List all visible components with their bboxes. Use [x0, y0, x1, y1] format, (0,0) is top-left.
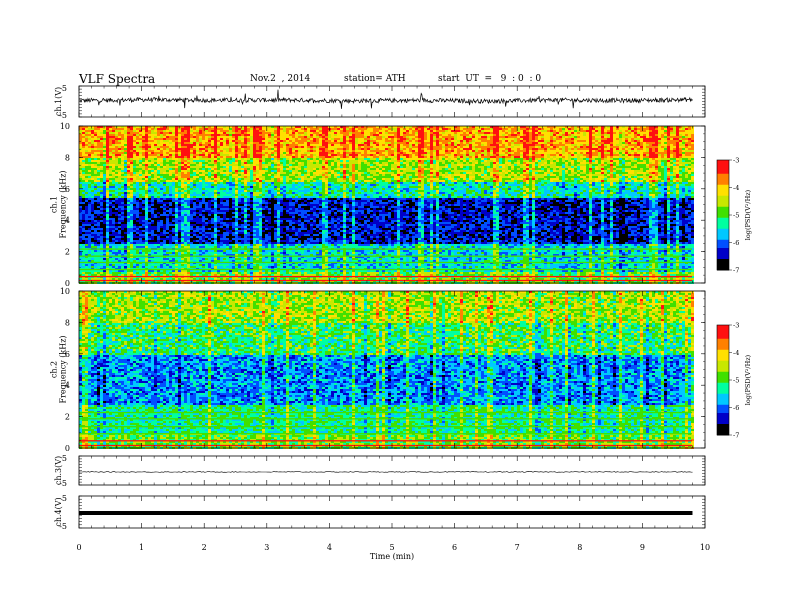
colorbar-label-text: log(PSD(V²/Hz)	[744, 189, 752, 240]
colorbar-label: log(PSD(V²/Hz)	[744, 354, 752, 405]
y-tick-label: 2	[65, 248, 70, 257]
colorbar-tick-label: -4	[733, 349, 739, 357]
colorbar-label: log(PSD(V²/Hz)	[744, 189, 752, 240]
colorbar-tick-label: -7	[733, 432, 739, 440]
y-tick-label: 0	[65, 444, 70, 453]
narrowband-line	[79, 445, 692, 446]
colorbar-tick-label: -4	[733, 184, 739, 192]
narrowband-line	[79, 262, 692, 263]
narrowband-line	[79, 248, 692, 249]
x-tick-label: 6	[452, 543, 457, 552]
y-tick-label: 10	[60, 287, 70, 296]
ch3-waveform	[79, 472, 693, 473]
vlf-figure: ch.1(V)5-51086420ch.1 Frequency (kHz)-3-4…	[0, 0, 792, 612]
y-tick-label: 2	[65, 413, 70, 422]
y-tick-label: -5	[59, 522, 67, 531]
colorbar-tick-label: -5	[733, 212, 739, 220]
x-tick-label: 10	[700, 543, 710, 552]
colorbar-label-text: log(PSD(V²/Hz)	[744, 354, 752, 405]
narrowband-line	[79, 440, 692, 441]
y-tick-label: 10	[60, 122, 70, 131]
x-tick-label: 5	[389, 543, 394, 552]
y-tick-label: -5	[59, 479, 67, 488]
narrowband-line	[79, 412, 692, 413]
narrowband-line	[79, 433, 692, 434]
colorbar-tick-label: -7	[733, 267, 739, 275]
x-tick-label: 1	[139, 543, 144, 552]
colorbar-tick-label: -3	[733, 157, 739, 165]
x-tick-label: 3	[264, 543, 269, 552]
x-tick-label: 8	[577, 543, 582, 552]
x-axis-label: Time (min)	[370, 552, 414, 561]
narrowband-line	[79, 276, 692, 277]
y-axis-label-1: ch.1 Frequency (kHz)	[50, 170, 68, 238]
y-axis-label-line: Frequency (kHz)	[59, 335, 68, 403]
spectrogram-ch1	[79, 126, 694, 284]
x-tick-label: 2	[202, 543, 207, 552]
y-tick-label: 8	[65, 153, 70, 162]
y-axis-label-line: Frequency (kHz)	[59, 170, 68, 238]
y-tick-label: -5	[59, 111, 67, 120]
colorbar-tick-label: -6	[733, 404, 739, 412]
y-tick-label: 5	[62, 84, 67, 93]
spectrogram-ch2	[79, 291, 694, 449]
y-axis-label-line: ch.2	[50, 361, 59, 378]
y-tick-label: 5	[62, 494, 67, 503]
narrowband-line	[79, 256, 692, 257]
narrowband-line	[79, 269, 692, 270]
x-tick-label: 4	[327, 543, 332, 552]
narrowband-line	[79, 418, 692, 419]
y-axis-label-2: ch.2 Frequency (kHz)	[50, 335, 68, 403]
y-tick-label: 5	[62, 454, 67, 463]
y-axis-label-line: ch.1	[50, 196, 59, 213]
colorbar-tick-label: -5	[733, 377, 739, 385]
x-tick-label: 9	[640, 543, 645, 552]
colorbar-tick-label: -6	[733, 239, 739, 247]
narrowband-line	[79, 280, 692, 281]
narrowband-line	[79, 426, 692, 427]
x-tick-label: 7	[515, 543, 520, 552]
x-tick-label: 0	[76, 543, 81, 552]
ch1-waveform	[79, 90, 693, 109]
y-tick-label: 8	[65, 318, 70, 327]
colorbar-tick-label: -3	[733, 322, 739, 330]
